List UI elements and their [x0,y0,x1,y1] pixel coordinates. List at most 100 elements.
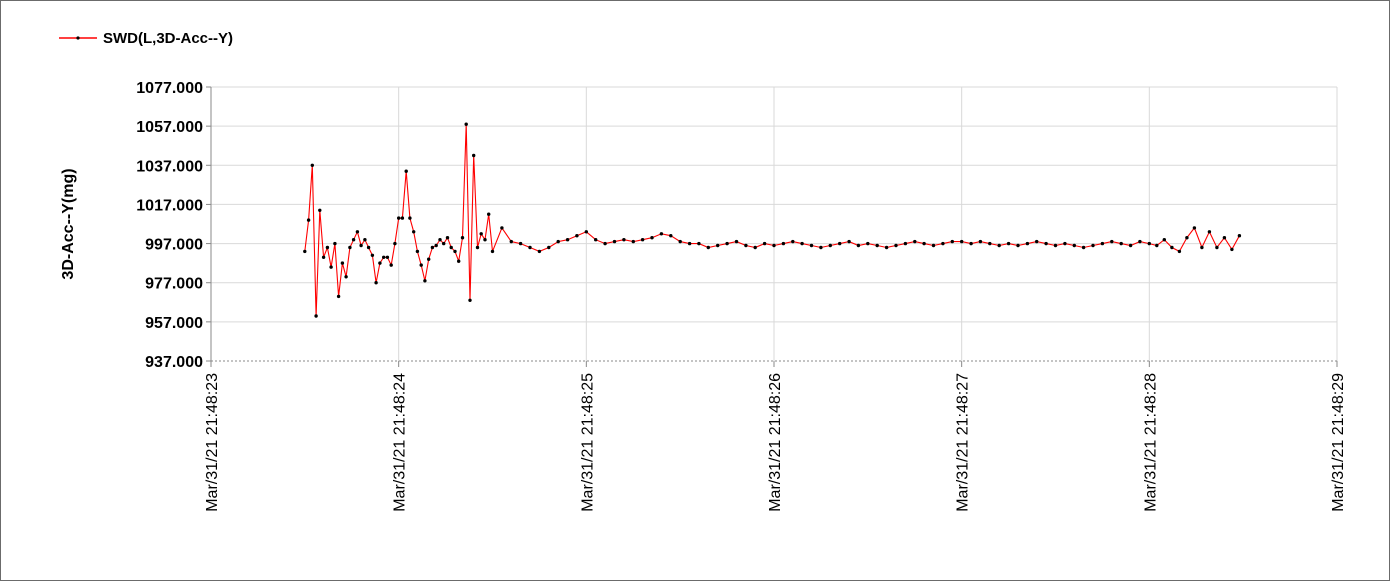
data-point [988,241,992,246]
x-tick-label: Mar/31/21 21:48:24 [392,373,409,512]
data-point [547,245,551,250]
data-point [374,281,378,285]
x-tick-label: Mar/31/21 21:48:23 [204,373,221,512]
data-point [1230,247,1234,252]
data-point [472,153,476,158]
data-point [397,216,401,220]
data-point [809,243,814,248]
data-point [378,261,382,265]
x-tick-label: Mar/31/21 21:48:29 [1330,373,1347,512]
data-point [445,236,450,240]
data-point [1207,230,1212,234]
data-point [340,261,345,265]
data-point [556,239,560,244]
data-point [483,238,487,242]
data-point [310,163,314,167]
x-tick-label: Mar/31/21 21:48:28 [1142,373,1159,512]
data-point [669,234,673,238]
data-point [1162,238,1167,242]
data-point [1100,241,1105,246]
data-point [1053,243,1058,248]
legend-marker [76,36,80,40]
data-point [584,230,588,234]
data-point [903,241,908,246]
data-point [791,239,795,244]
data-point [449,245,453,250]
data-point [509,239,513,244]
data-point [1138,239,1142,244]
data-point [565,238,570,242]
data-point [828,243,832,248]
data-point [366,245,371,250]
data-point [1170,245,1174,250]
data-point [941,241,945,246]
data-point [1006,241,1011,246]
data-point [772,243,776,248]
data-point [348,245,352,250]
data-point [404,169,408,173]
data-point [518,241,523,246]
data-point [528,245,532,250]
data-point [344,275,348,279]
data-point [575,234,579,238]
data-point [997,243,1001,248]
data-point [1081,245,1086,250]
data-point [631,239,635,244]
data-point [697,241,701,246]
x-tick-label: Mar/31/21 21:48:27 [955,373,972,512]
data-point [678,239,682,244]
data-point [622,238,626,242]
data-point [359,243,363,248]
data-point [370,253,375,257]
y-tick-label: 1017.000 [136,197,203,214]
data-point [415,249,420,254]
y-tick-label: 937.000 [145,354,203,371]
data-point [393,241,397,246]
data-point [460,236,465,240]
data-point [434,243,438,248]
data-point [487,212,491,216]
data-point [659,232,664,236]
data-point [1155,243,1159,248]
data-point [468,298,472,302]
data-point [490,249,495,254]
data-point [725,241,729,246]
data-point [734,239,739,244]
y-tick-label: 977.000 [145,276,203,293]
data-point [500,226,504,230]
data-point [875,243,879,248]
data-point [321,255,326,259]
data-point [1119,241,1123,246]
data-point [329,265,333,269]
data-point [978,239,983,244]
data-point [922,241,926,246]
y-tick-label: 1057.000 [136,119,203,136]
data-point [753,245,757,250]
data-point [931,243,936,248]
grid-layer [211,86,1338,361]
data-point [913,239,917,244]
data-point [1035,239,1039,244]
y-tick-label: 1037.000 [136,158,203,175]
y-tick-label: 1077.000 [136,80,203,97]
data-point [1215,245,1219,250]
x-tick-labels: Mar/31/21 21:48:23 Mar/31/21 21:48:24 Mar/… [204,361,1347,512]
data-point [894,243,898,248]
data-point [400,216,405,220]
data-point [762,241,767,246]
legend[interactable]: SWD(L,3D-Acc--Y) [59,30,233,47]
data-point [355,230,360,234]
data-point [318,208,322,212]
legend-label: SWD(L,3D-Acc--Y) [103,30,233,47]
data-point [650,236,654,240]
data-point [1222,236,1227,240]
x-tick-label: Mar/31/21 21:48:26 [767,373,784,512]
data-point [537,249,542,254]
axes [210,87,1337,367]
y-tick-labels: 937.000 957.000 977.000 997.000 1017.000 1037… [136,80,211,371]
data-point [1147,241,1152,246]
data-point [800,241,804,246]
data-point [1072,243,1077,248]
